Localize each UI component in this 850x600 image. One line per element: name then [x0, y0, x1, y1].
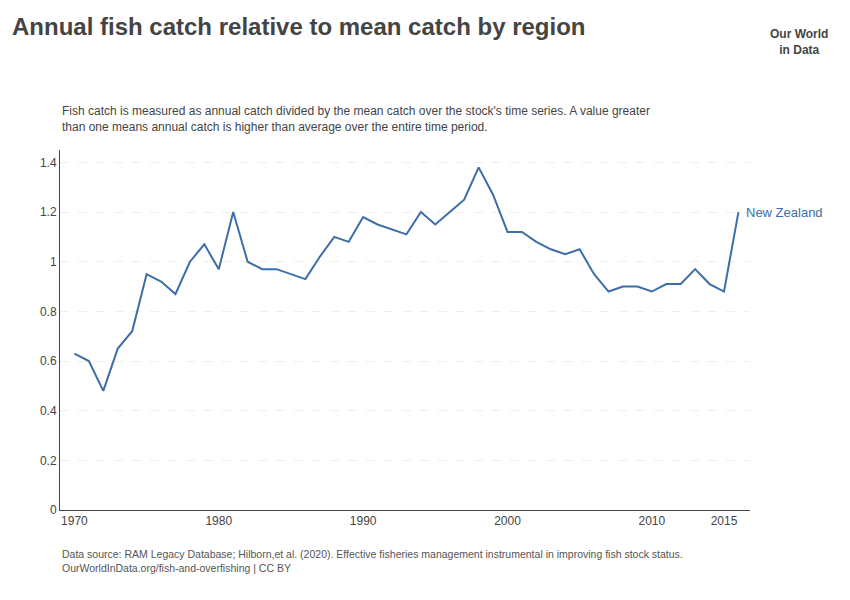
- svg-text:Fish catch is measured as annu: Fish catch is measured as annual catch d…: [62, 104, 650, 134]
- svg-text:0.6: 0.6: [40, 354, 57, 368]
- svg-text:0.4: 0.4: [40, 404, 57, 418]
- svg-text:New Zealand: New Zealand: [746, 205, 823, 220]
- svg-text:Annual fish catch relative to: Annual fish catch relative to mean catch…: [12, 13, 585, 40]
- svg-text:2010: 2010: [638, 514, 665, 528]
- svg-text:Our Worldin Data: Our Worldin Data: [770, 27, 828, 57]
- svg-text:1: 1: [50, 255, 57, 269]
- svg-text:Data source: RAM Legacy Databa: Data source: RAM Legacy Database; Hilbor…: [62, 548, 683, 574]
- svg-text:1.4: 1.4: [40, 156, 57, 170]
- svg-text:1970: 1970: [61, 514, 88, 528]
- svg-text:2000: 2000: [494, 514, 521, 528]
- svg-text:0: 0: [50, 503, 57, 517]
- svg-text:0.2: 0.2: [40, 454, 57, 468]
- svg-text:1990: 1990: [350, 514, 377, 528]
- svg-text:2015: 2015: [711, 514, 738, 528]
- svg-text:1.2: 1.2: [40, 205, 57, 219]
- svg-text:1980: 1980: [205, 514, 232, 528]
- svg-text:0.8: 0.8: [40, 305, 57, 319]
